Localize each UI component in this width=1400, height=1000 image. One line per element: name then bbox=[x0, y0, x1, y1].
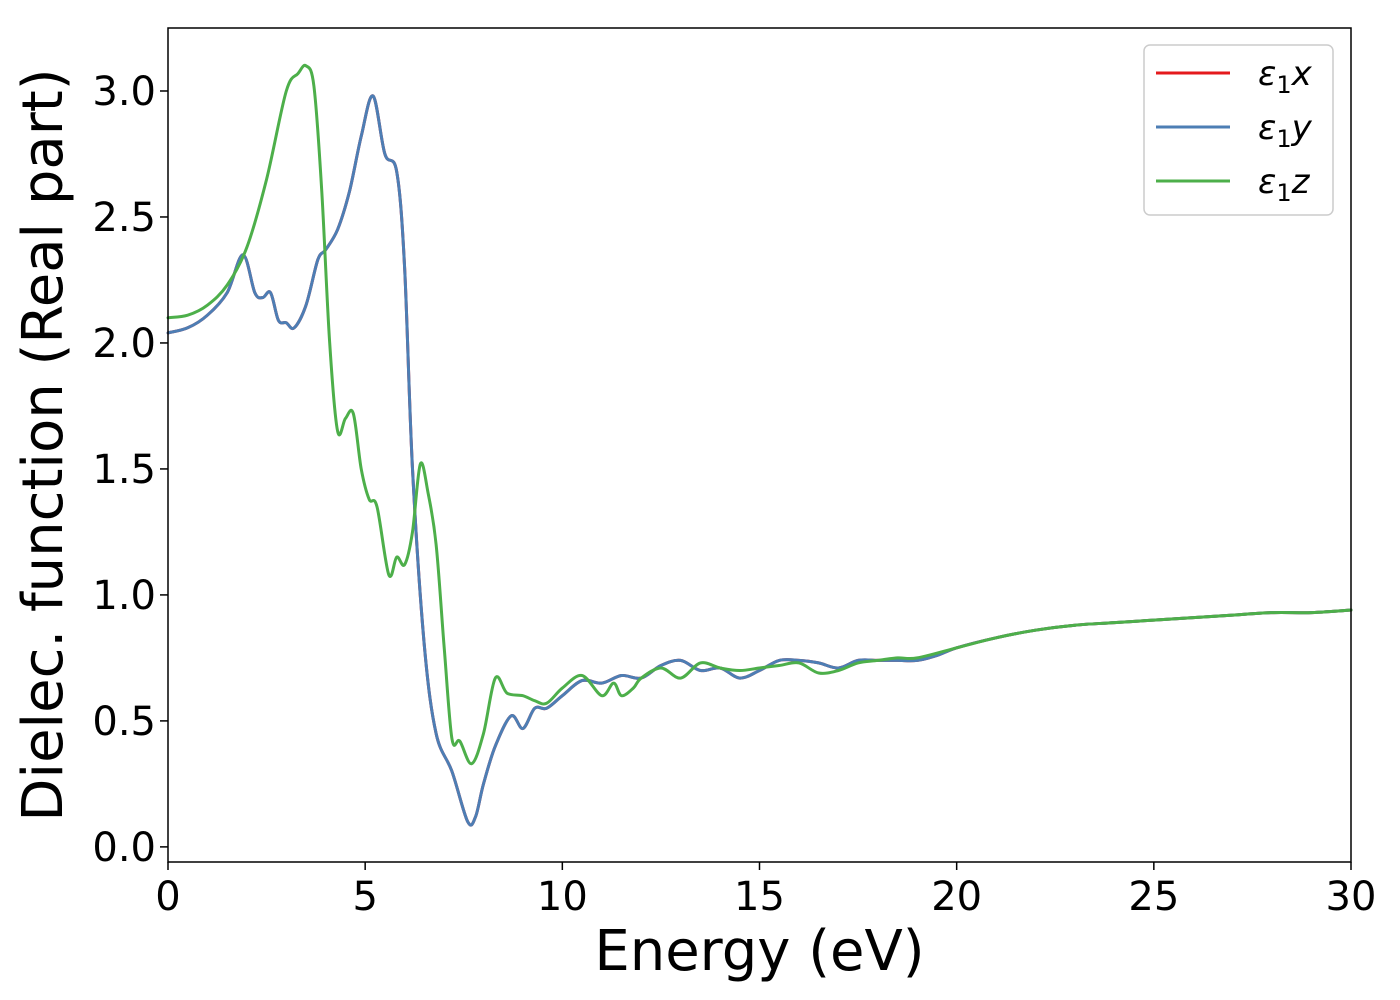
x-ticks: 0 5 10 15 20 25 30 bbox=[155, 862, 1376, 920]
y-ticks: 0.0 0.5 1.0 1.5 2.0 2.5 3.0 bbox=[92, 69, 168, 871]
y-tick-label: 2.5 bbox=[92, 195, 156, 241]
series-layer bbox=[166, 63, 1353, 827]
x-tick-label: 30 bbox=[1326, 874, 1377, 920]
x-tick-label: 15 bbox=[734, 874, 785, 920]
y-tick-label: 0.5 bbox=[92, 699, 156, 745]
legend-items: ε1x ε1y ε1z bbox=[1156, 54, 1313, 207]
x-axis-title: Energy (eV) bbox=[594, 919, 924, 984]
legend-label-z: ε1z bbox=[1258, 162, 1311, 207]
y-tick-label: 1.0 bbox=[92, 573, 156, 619]
x-tick-label: 5 bbox=[352, 874, 377, 920]
x-tick-label: 0 bbox=[155, 874, 180, 920]
x-tick-label: 25 bbox=[1128, 874, 1179, 920]
y-axis-title: Dielec. function (Real part) bbox=[11, 68, 76, 821]
series-line-y bbox=[166, 94, 1353, 827]
y-tick-label: 1.5 bbox=[92, 447, 156, 493]
y-tick-label: 3.0 bbox=[92, 69, 156, 115]
legend-label-x: ε1x bbox=[1258, 54, 1313, 99]
legend-box bbox=[1143, 44, 1334, 216]
series-line-z bbox=[166, 63, 1353, 766]
y-tick-label: 2.0 bbox=[92, 321, 156, 367]
x-tick-label: 10 bbox=[537, 874, 588, 920]
legend: ε1x ε1y ε1z bbox=[1143, 44, 1334, 216]
legend-label-y: ε1y bbox=[1258, 108, 1313, 153]
x-tick-label: 20 bbox=[931, 874, 982, 920]
y-tick-label: 0.0 bbox=[92, 825, 156, 871]
